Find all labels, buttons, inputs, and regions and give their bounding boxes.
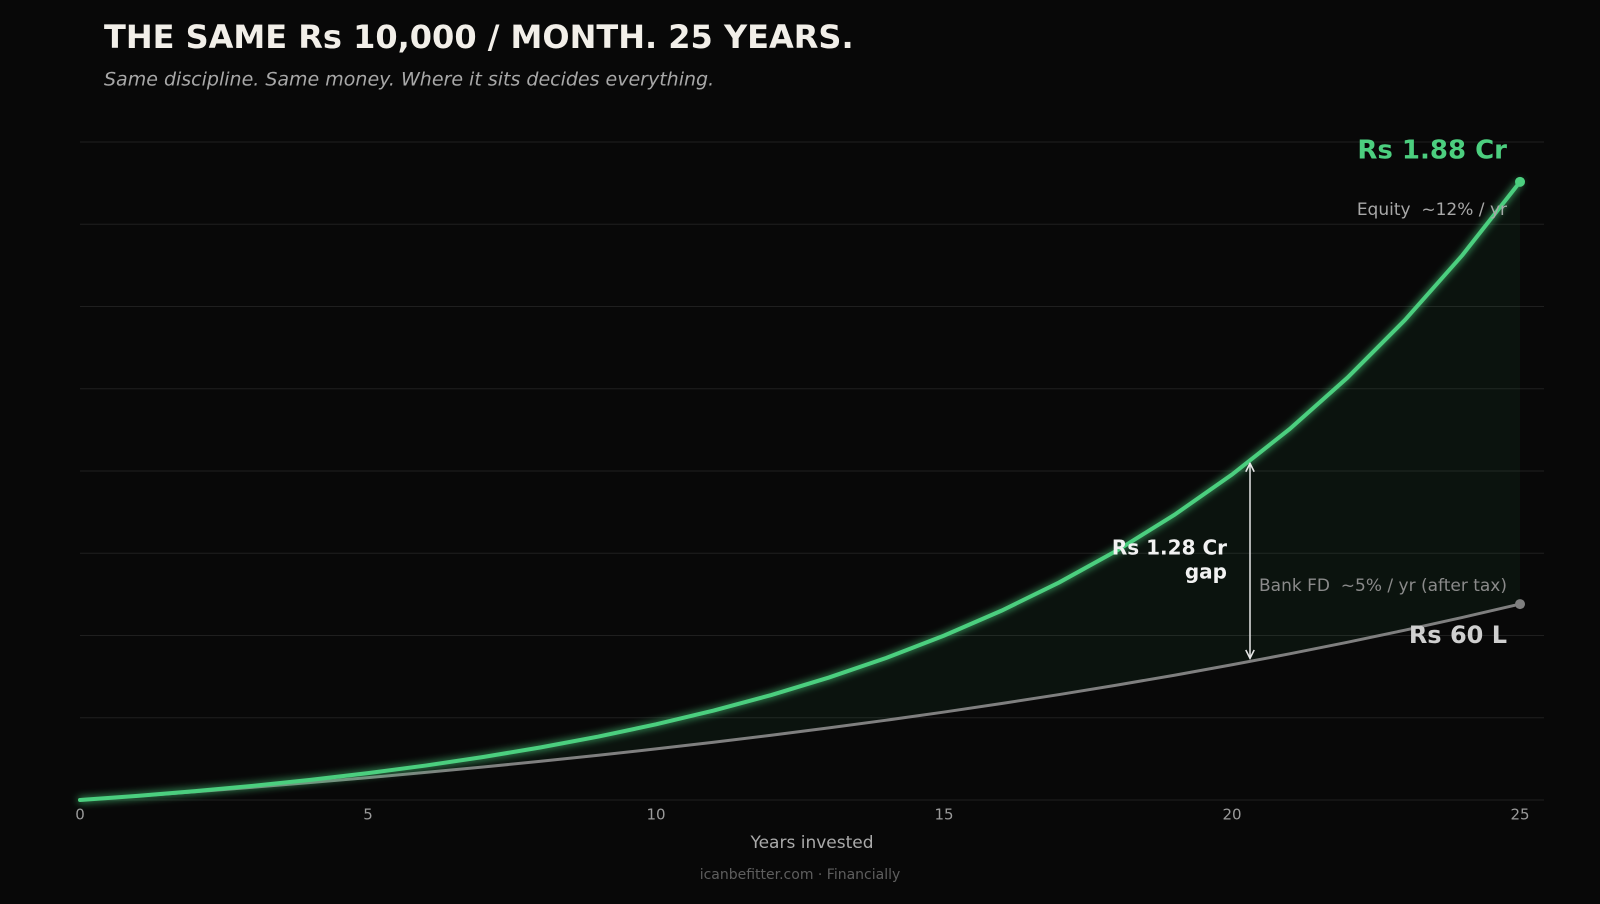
end-value-label: Rs 1.88 Cr [1357,136,1507,166]
end-dot [1515,599,1525,610]
source: icanbefitter.com · Financially [700,867,901,883]
x-tick-label: 15 [934,806,953,824]
x-axis-label: Years invested [749,833,873,853]
chart-title: THE SAME Rs 10,000 / MONTH. 25 YEARS. [104,18,854,56]
series-name: Bank FD ~5% / yr (after tax) [1259,576,1507,596]
end-dot [1515,176,1525,187]
gap-area [80,181,1520,800]
end-value-label: Rs 60 L [1409,621,1507,649]
plot-area: 0 5 10 15 20 25 Rs 1.88 Cr Equity ~12% / yr Bank… [75,136,1544,824]
gap-label: Rs 1.28 Cr [1112,536,1227,560]
series-line [78,602,1522,802]
x-tick-label: 0 [75,806,85,824]
series-name: Equity ~12% / yr [1357,200,1507,220]
x-tick-label: 25 [1510,806,1529,824]
x-tick-label: 5 [363,806,373,824]
chart-subtitle: Same discipline. Same money. Where it si… [104,69,714,91]
x-tick-label: 20 [1222,806,1241,824]
series-line [78,179,1522,802]
gap-note: gap [1185,560,1227,584]
x-tick-label: 10 [646,806,665,824]
